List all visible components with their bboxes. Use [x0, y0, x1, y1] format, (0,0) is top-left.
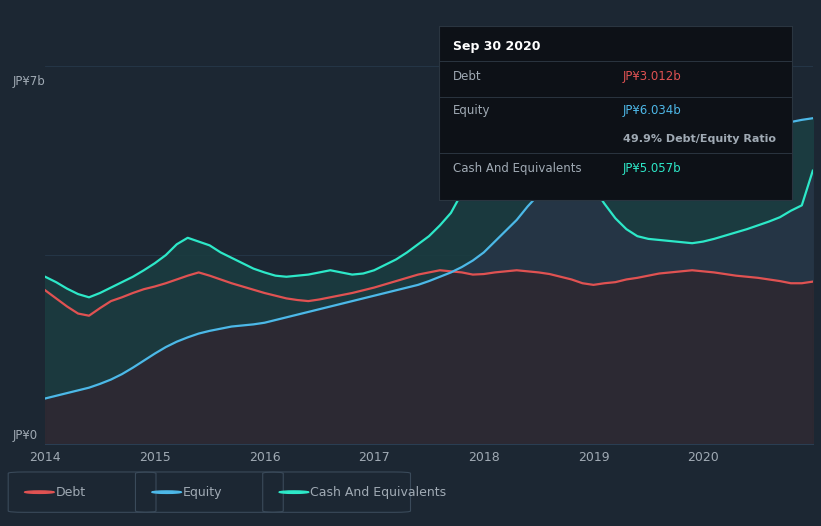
Text: 49.9% Debt/Equity Ratio: 49.9% Debt/Equity Ratio	[623, 134, 776, 144]
Text: JP¥3.012b: JP¥3.012b	[623, 69, 681, 83]
Text: Equity: Equity	[453, 104, 491, 117]
Text: Debt: Debt	[56, 485, 86, 499]
Text: Cash And Equivalents: Cash And Equivalents	[310, 485, 447, 499]
Text: Sep 30 2020: Sep 30 2020	[453, 40, 541, 53]
Text: JP¥7b: JP¥7b	[12, 75, 45, 88]
Text: Debt: Debt	[453, 69, 482, 83]
Circle shape	[279, 491, 309, 493]
Circle shape	[25, 491, 54, 493]
Text: JP¥0: JP¥0	[12, 429, 38, 442]
Text: JP¥6.034b: JP¥6.034b	[623, 104, 681, 117]
Circle shape	[152, 491, 181, 493]
Text: Equity: Equity	[183, 485, 222, 499]
Text: JP¥5.057b: JP¥5.057b	[623, 161, 681, 175]
Text: Cash And Equivalents: Cash And Equivalents	[453, 161, 582, 175]
